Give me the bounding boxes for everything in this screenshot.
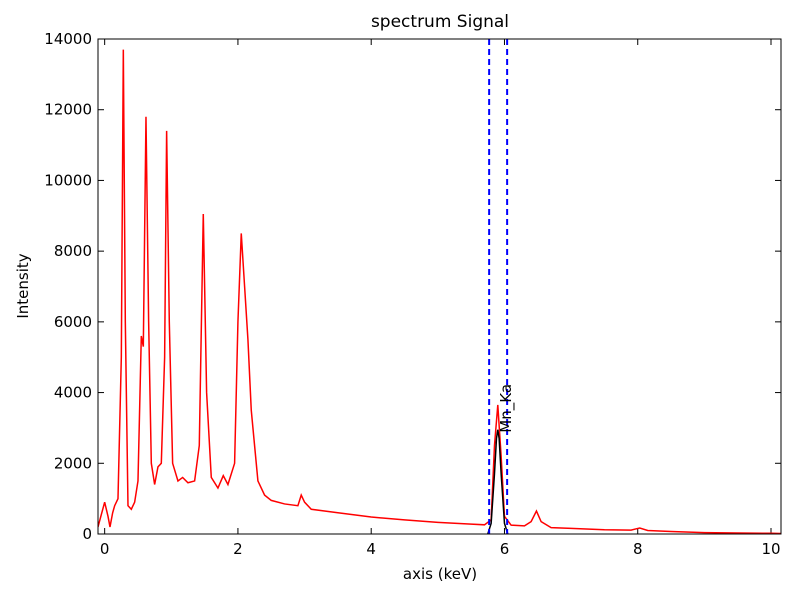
peak-annotation: Mn_Ka: [497, 384, 516, 433]
x-tick-label: 4: [366, 540, 376, 558]
x-tick-label: 0: [100, 540, 110, 558]
x-tick-label: 2: [233, 540, 243, 558]
y-tick-label: 6000: [54, 313, 92, 331]
y-tick-label: 14000: [44, 30, 92, 48]
y-tick-label: 0: [82, 525, 92, 543]
y-tick-label: 4000: [54, 384, 92, 402]
x-tick-label: 8: [633, 540, 643, 558]
plot-frame: [97, 38, 782, 535]
y-tick-label: 10000: [44, 171, 92, 189]
chart-title: spectrum Signal: [371, 12, 509, 32]
x-axis-label: axis (keV): [403, 565, 477, 583]
y-axis-label: Intensity: [14, 253, 32, 318]
y-tick-label: 2000: [54, 454, 92, 472]
spectrum-line: [98, 49, 781, 534]
x-tick-label: 6: [500, 540, 510, 558]
spectrum-line: [487, 429, 509, 534]
y-tick-label: 12000: [44, 101, 92, 119]
y-tick-label: 8000: [54, 242, 92, 260]
x-tick-label: 10: [761, 540, 780, 558]
